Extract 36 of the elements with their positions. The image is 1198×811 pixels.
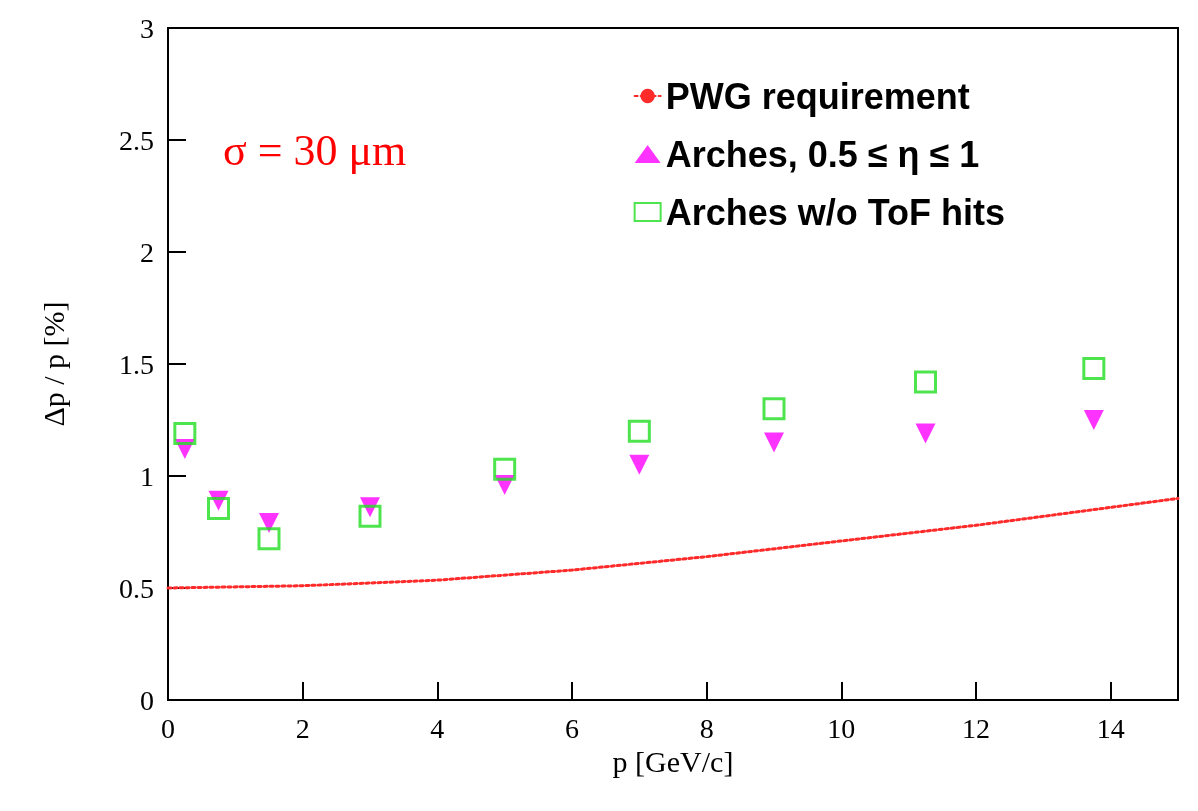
y-tick-label: 0 xyxy=(140,684,154,716)
legend-label: Arches, 0.5 ≤ η ≤ 1 xyxy=(665,133,980,175)
y-tick-label: 2 xyxy=(140,236,154,268)
legend-label: Arches w/o ToF hits xyxy=(665,191,1006,233)
y-tick-label: 2.5 xyxy=(119,124,154,156)
x-tick-label: 14 xyxy=(1096,712,1125,744)
point xyxy=(358,504,382,528)
y-axis-title: Δp / p [%] xyxy=(36,301,70,427)
point xyxy=(914,370,937,394)
point xyxy=(762,397,786,421)
x-axis-title: p [GeV/c] xyxy=(612,745,734,779)
x-tick-label: 2 xyxy=(295,712,310,744)
y-tick-label: 0.5 xyxy=(119,572,154,604)
point xyxy=(1083,410,1104,430)
x-tick-label: 4 xyxy=(430,712,445,744)
y-tick-label: 1.5 xyxy=(119,348,154,380)
x-tick-label: 12 xyxy=(962,712,990,744)
point xyxy=(1082,356,1106,380)
legend-label: PWG requirement xyxy=(665,75,970,117)
annotation: σ = 30 μm xyxy=(223,125,407,175)
point xyxy=(259,513,279,534)
y-tick-label: 3 xyxy=(140,12,154,44)
point xyxy=(493,457,517,481)
x-tick-label: 10 xyxy=(827,712,856,744)
point xyxy=(764,432,784,453)
x-tick-label: 0 xyxy=(161,712,175,744)
x-tick-label: 8 xyxy=(699,712,714,744)
point xyxy=(915,423,936,444)
point xyxy=(173,421,197,445)
point xyxy=(627,419,651,443)
point xyxy=(257,527,281,551)
x-tick-label: 6 xyxy=(565,712,579,744)
y-tick-label: 1 xyxy=(140,460,154,492)
point xyxy=(629,454,650,475)
line-series xyxy=(166,496,1180,590)
point xyxy=(207,496,230,520)
